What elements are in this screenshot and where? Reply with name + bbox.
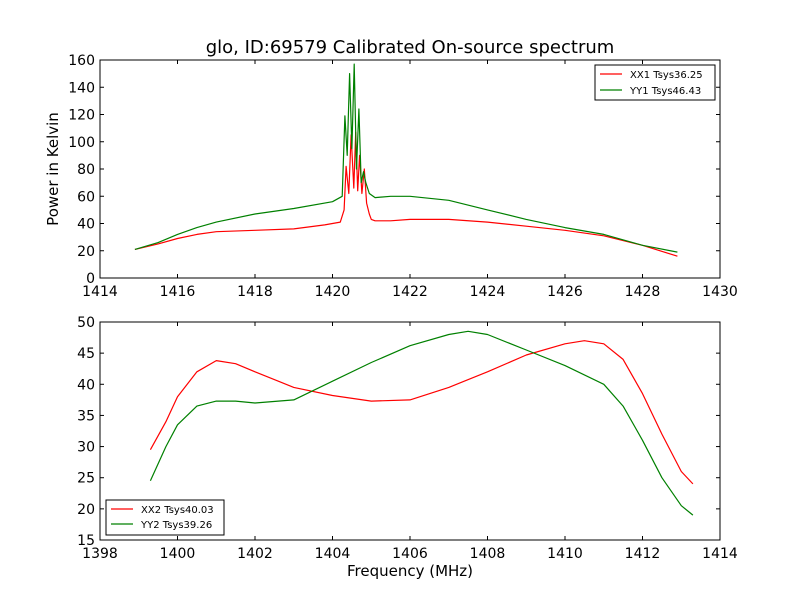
legend-box [594, 64, 716, 101]
y-tick-label: 0 [86, 271, 95, 287]
y-tick-label: 100 [68, 135, 95, 151]
bottom-plot-x-axis-label: Frequency (MHz) [347, 562, 473, 580]
top-plot-legend: XX1 Tsys36.25 YY1 Tsys46.43 [594, 64, 716, 101]
x-tick-label: 1398 [82, 546, 118, 562]
y-tick-label: 15 [77, 533, 95, 549]
x-tick-label: 1430 [702, 284, 738, 300]
x-tick-label: 1428 [625, 284, 661, 300]
x-tick-label: 1414 [82, 284, 118, 300]
y-tick-label: 120 [68, 108, 95, 124]
x-tick-label: 1408 [470, 546, 506, 562]
x-tick-label: 1404 [315, 546, 351, 562]
y-tick-label: 140 [68, 80, 95, 96]
y-tick-label: 20 [77, 244, 95, 260]
x-tick-label: 1420 [315, 284, 351, 300]
top-plot-y-axis-label: Power in Kelvin [44, 112, 62, 226]
series-line-1-1 [149, 330, 694, 516]
x-tick-label: 1406 [392, 546, 428, 562]
legend-label-xx1: XX1 Tsys36.25 [630, 70, 703, 81]
x-tick-label: 1410 [547, 546, 583, 562]
x-tick-label: 1400 [160, 546, 196, 562]
x-tick-label: 1416 [160, 284, 196, 300]
x-tick-label: 1424 [470, 284, 506, 300]
top-plot-area: 1414 1416 1418 1420 1422 1424 1426 1428 1430 0 20 4… [68, 53, 738, 300]
y-tick-label: 35 [77, 408, 95, 424]
top-plot-panel: glo, ID:69579 Calibrated On-source spect… [44, 37, 738, 300]
y-tick-label: 20 [77, 502, 95, 518]
y-tick-label: 80 [77, 162, 95, 178]
x-tick-label: 1402 [237, 546, 273, 562]
y-tick-label: 30 [77, 440, 95, 456]
x-tick-label: 1418 [237, 284, 273, 300]
y-tick-label: 45 [77, 346, 95, 362]
y-tick-label: 160 [68, 53, 95, 69]
y-tick-label: 60 [77, 189, 95, 205]
legend-label-yy1: YY1 Tsys46.43 [629, 86, 701, 97]
x-tick-label: 1426 [547, 284, 583, 300]
legend-box [105, 499, 225, 536]
bottom-plot-area: 1398 1400 1402 1404 1406 1408 1410 1412 1414 15 20… [77, 315, 738, 562]
y-tick-label: 50 [77, 315, 95, 331]
top-plot-title: glo, ID:69579 Calibrated On-source spect… [206, 37, 615, 58]
bottom-plot-panel: Frequency (MHz) 1398 1400 1402 1404 1406 1408… [77, 315, 738, 580]
series-line-0-1 [134, 63, 678, 253]
legend-label-xx2: XX2 Tsys40.03 [141, 505, 214, 516]
y-tick-label: 40 [77, 377, 95, 393]
series-line-0-0 [134, 131, 678, 257]
x-tick-label: 1422 [392, 284, 428, 300]
x-tick-label: 1414 [702, 546, 738, 562]
y-tick-label: 25 [77, 471, 95, 487]
series-line-1-0 [149, 340, 694, 485]
bottom-plot-legend: XX2 Tsys40.03 YY2 Tsys39.26 [105, 499, 225, 536]
x-tick-label: 1412 [625, 546, 661, 562]
legend-label-yy2: YY2 Tsys39.26 [140, 520, 212, 531]
y-tick-label: 40 [77, 217, 95, 233]
